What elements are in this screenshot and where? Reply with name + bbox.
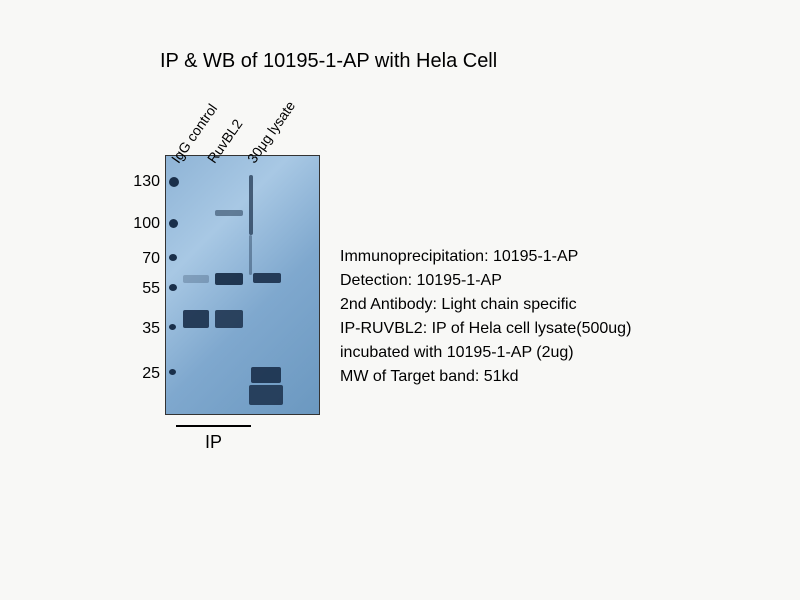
- info-text: Immunoprecipitation: 10195-1-APDetection…: [340, 245, 631, 389]
- blot-image: [165, 155, 320, 415]
- info-line: incubated with 10195-1-AP (2ug): [340, 341, 631, 365]
- blot-band: [249, 235, 252, 275]
- ip-underline: [176, 425, 251, 427]
- info-line: Detection: 10195-1-AP: [340, 269, 631, 293]
- mw-marker-label: 100: [125, 215, 160, 233]
- blot-band: [249, 175, 253, 235]
- info-line: MW of Target band: 51kd: [340, 365, 631, 389]
- blot-band: [215, 273, 243, 285]
- ip-label: IP: [205, 432, 222, 453]
- mw-marker-label: 130: [125, 173, 160, 191]
- figure-title: IP & WB of 10195-1-AP with Hela Cell: [160, 50, 497, 73]
- marker-dot: [169, 219, 178, 228]
- marker-dot: [169, 254, 177, 261]
- blot-band: [251, 367, 281, 383]
- blot-band: [249, 385, 283, 405]
- blot-band: [253, 273, 281, 283]
- blot-band: [215, 310, 243, 328]
- mw-marker-label: 55: [125, 280, 160, 298]
- blot-band: [215, 210, 243, 216]
- info-line: Immunoprecipitation: 10195-1-AP: [340, 245, 631, 269]
- marker-dot: [169, 369, 176, 375]
- mw-marker-label: 35: [125, 320, 160, 338]
- marker-dot: [169, 177, 179, 187]
- blot-band: [183, 310, 209, 328]
- blot-band: [183, 275, 209, 283]
- info-line: IP-RUVBL2: IP of Hela cell lysate(500ug): [340, 317, 631, 341]
- blot-container: 130 100 70 55 35 25: [125, 155, 320, 415]
- marker-dot: [169, 324, 176, 330]
- mw-marker-label: 25: [125, 365, 160, 383]
- info-line: 2nd Antibody: Light chain specific: [340, 293, 631, 317]
- marker-dot: [169, 284, 177, 291]
- mw-marker-label: 70: [125, 250, 160, 268]
